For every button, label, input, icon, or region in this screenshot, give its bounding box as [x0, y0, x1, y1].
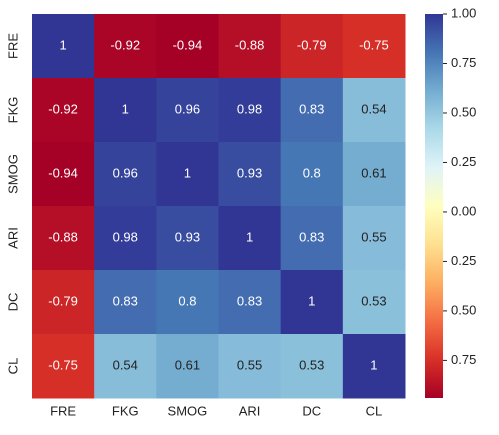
cell-label: -0.88 — [235, 37, 265, 52]
y-tick-label: DC — [5, 293, 20, 312]
colorbar-tick-label: 0.25 — [451, 253, 476, 268]
heatmap-cell — [342, 334, 406, 399]
x-tick-label: CL — [366, 403, 383, 418]
cell-label: 1 — [184, 165, 191, 180]
heatmap-cell — [156, 334, 219, 399]
cell-label: 1 — [370, 357, 377, 372]
cell-label: 0.53 — [299, 357, 324, 372]
y-tick-label: ARI — [5, 227, 20, 249]
cell-label: -0.94 — [173, 37, 203, 52]
colorbar-tick-label: 0.75 — [451, 55, 476, 70]
cell-label: 0.83 — [299, 229, 324, 244]
x-tick-label: ARI — [239, 403, 261, 418]
cell-label: -0.75 — [48, 357, 78, 372]
colorbar-tick-label: 0.75 — [451, 352, 476, 367]
heatmap-cell — [342, 142, 406, 207]
heatmap-cell — [156, 14, 219, 79]
heatmap-cell — [156, 206, 219, 271]
cell-label: 0.93 — [175, 229, 200, 244]
heatmap-cell — [218, 334, 282, 399]
cell-label: 1 — [246, 229, 253, 244]
heatmap-cell — [94, 14, 157, 79]
heatmap-cell — [32, 78, 95, 143]
cell-label: 0.96 — [175, 101, 200, 116]
x-tick-label: DC — [302, 403, 321, 418]
heatmap-cell — [32, 270, 95, 335]
heatmap-cell — [32, 142, 95, 207]
heatmap-cell — [218, 14, 282, 79]
cell-label: 0.96 — [113, 165, 138, 180]
heatmap-cell — [342, 14, 406, 79]
heatmap-cell — [32, 334, 95, 399]
x-tick-label: FRE — [50, 403, 76, 418]
cell-label: -0.88 — [48, 229, 78, 244]
cell-label: -0.75 — [359, 37, 389, 52]
cell-label: 0.61 — [175, 357, 200, 372]
cell-label: 0.93 — [237, 165, 262, 180]
cell-label: -0.92 — [110, 37, 140, 52]
heatmap-cell — [218, 270, 282, 335]
heatmap-cell — [94, 78, 157, 143]
colorbar-tick-label: 0.50 — [451, 302, 476, 317]
heatmap-cell — [280, 142, 344, 207]
cell-label: -0.79 — [297, 37, 327, 52]
y-tick-label: FRE — [5, 33, 20, 59]
cell-label: 1 — [308, 293, 315, 308]
heatmap-cell — [94, 334, 157, 399]
colorbar-tick-label: 0.00 — [451, 203, 476, 218]
cell-label: 0.98 — [113, 229, 138, 244]
heatmap-cell — [342, 270, 406, 335]
heatmap-cell — [280, 334, 344, 399]
heatmap-cell — [156, 142, 219, 207]
cell-label: -0.79 — [48, 293, 78, 308]
cell-label: 0.55 — [237, 357, 262, 372]
heatmap-cell — [156, 78, 219, 143]
colorbar — [425, 14, 443, 398]
heatmap-cell — [218, 206, 282, 271]
cell-label: 0.8 — [303, 165, 321, 180]
cell-label: 1 — [59, 37, 66, 52]
colorbar-tick-label: 0.25 — [451, 154, 476, 169]
colorbar-tick-label: 1.00 — [451, 5, 476, 20]
heatmap-cell — [342, 206, 406, 271]
heatmap-cell — [342, 78, 406, 143]
cell-label: 0.8 — [178, 293, 196, 308]
heatmap-cell — [218, 78, 282, 143]
cell-label: 1 — [122, 101, 129, 116]
cell-label: -0.92 — [48, 101, 78, 116]
cell-label: 0.53 — [361, 293, 386, 308]
cell-label: 0.55 — [361, 229, 386, 244]
heatmap-cell — [94, 270, 157, 335]
heatmap-cell — [32, 206, 95, 271]
heatmap-cell — [280, 270, 344, 335]
x-tick-label: SMOG — [168, 403, 208, 418]
x-tick-label: FKG — [112, 403, 139, 418]
cell-label: -0.94 — [48, 165, 78, 180]
heatmap-cell — [94, 206, 157, 271]
heatmap-cell — [280, 206, 344, 271]
cell-label: 0.83 — [113, 293, 138, 308]
heatmap-cell — [218, 142, 282, 207]
y-tick-label: FKG — [5, 97, 20, 124]
heatmap-cell — [280, 78, 344, 143]
heatmap-cell — [156, 270, 219, 335]
cell-label: 0.83 — [237, 293, 262, 308]
heatmap-cell — [32, 14, 95, 79]
heatmap-cell — [94, 142, 157, 207]
y-tick-label: SMOG — [5, 154, 20, 194]
heatmap-cell — [280, 14, 344, 79]
cell-label: 0.54 — [113, 357, 138, 372]
y-tick-label: CL — [5, 358, 20, 375]
cell-label: 0.61 — [361, 165, 386, 180]
cell-label: 0.54 — [361, 101, 386, 116]
cell-label: 0.98 — [237, 101, 262, 116]
colorbar-tick-label: 0.50 — [451, 104, 476, 119]
cell-label: 0.83 — [299, 101, 324, 116]
